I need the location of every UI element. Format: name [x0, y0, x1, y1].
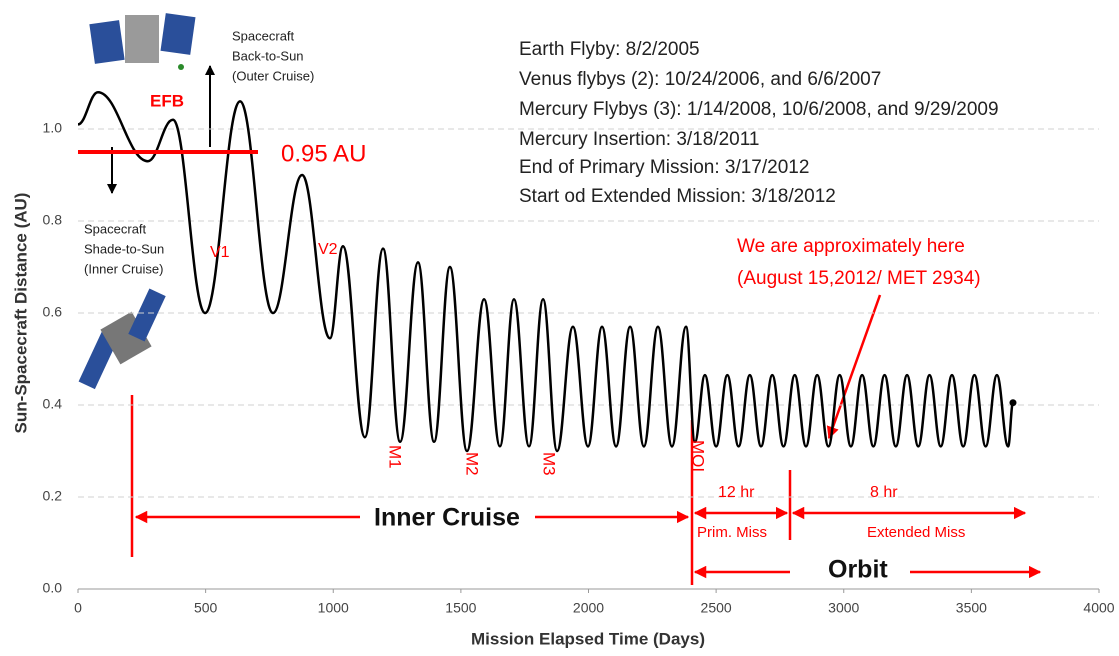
annotation: Spacecraft [84, 221, 147, 236]
annotation: 12 hr [718, 484, 755, 501]
y-tick-label: 0.2 [43, 488, 63, 504]
annotation: EFB [150, 91, 184, 110]
spacecraft-icon [79, 289, 166, 390]
annotation: We are approximately here [737, 236, 965, 257]
annotation: M2 [463, 452, 482, 476]
y-tick-label: 1.0 [43, 120, 63, 136]
annotation: (Outer Cruise) [232, 68, 314, 83]
annotation: Orbit [828, 556, 888, 584]
y-tick-label: 0.6 [43, 304, 63, 320]
annotation: Earth Flyby: 8/2/2005 [519, 39, 700, 60]
x-tick-label: 1000 [318, 600, 349, 616]
annotation: V2 [318, 241, 338, 258]
y-axis-title: Sun-Spacecraft Distance (AU) [11, 193, 30, 434]
annotation: V1 [210, 244, 230, 261]
annotation: Prim. Miss [697, 524, 767, 541]
x-tick-label: 1500 [445, 600, 476, 616]
annotation: Inner Cruise [374, 504, 520, 532]
annotation: Start od Extended Mission: 3/18/2012 [519, 186, 836, 207]
annotation: (Inner Cruise) [84, 261, 163, 276]
chart: 0.00.20.40.60.81.02050010001500200025003… [0, 0, 1119, 656]
x-tick-label: 500 [194, 600, 218, 616]
annotation: Extended Miss [867, 524, 965, 541]
annotation: Shade-to-Sun [84, 241, 164, 256]
annotation: Back-to-Sun [232, 48, 304, 63]
x-tick-label: 3500 [956, 600, 987, 616]
annotation: End of Primary Mission: 3/17/2012 [519, 157, 809, 178]
annotation: 0.95 AU [281, 140, 366, 167]
end-point [1009, 399, 1016, 406]
x-tick-label: 3000 [828, 600, 859, 616]
annotation: MOI [689, 440, 708, 472]
annotation: Mercury Insertion: 3/18/2011 [519, 129, 759, 150]
annotation: 8 hr [870, 484, 898, 501]
y-tick-label: 0.0 [43, 580, 63, 596]
y-tick-label: 0.4 [43, 396, 63, 412]
x-axis-title: Mission Elapsed Time (Days) [471, 629, 705, 648]
x-tick-label: 2500 [701, 600, 732, 616]
annotation: Mercury Flybys (3): 1/14/2008, 10/6/2008… [519, 99, 999, 120]
y-tick-label: 0.8 [43, 212, 63, 228]
annotation: Spacecraft [232, 28, 295, 43]
spacecraft-icon [89, 13, 195, 70]
annotation: (August 15,2012/ MET 2934) [737, 268, 981, 289]
annotation: M1 [386, 445, 405, 469]
annotation: M3 [540, 452, 559, 476]
x-tick-label: 2000 [573, 600, 604, 616]
annotation: Venus flybys (2): 10/24/2006, and 6/6/20… [519, 69, 881, 90]
x-tick-label: 0 [74, 600, 82, 616]
x-tick-label: 4000 [1083, 600, 1114, 616]
